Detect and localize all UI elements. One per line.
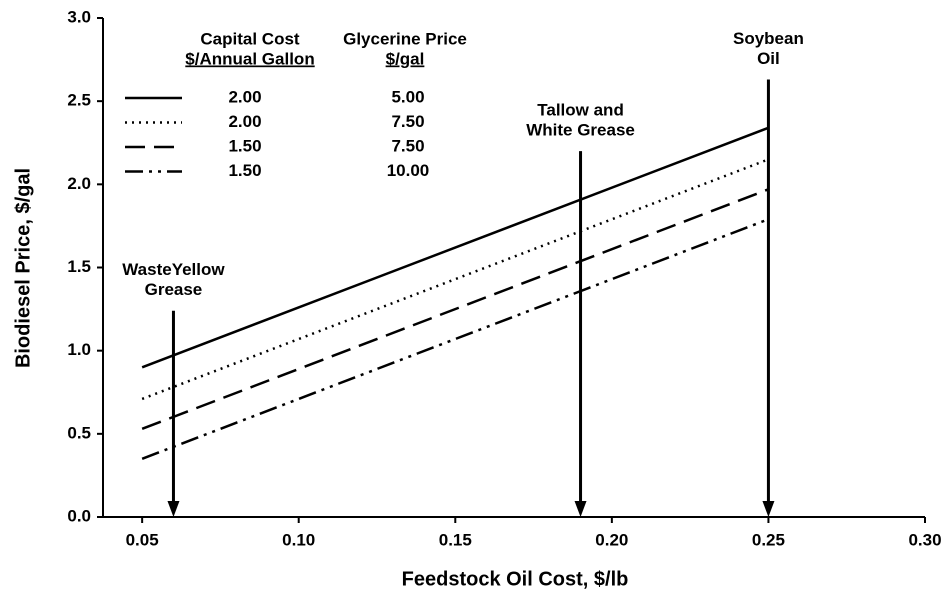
x-tick-label: 0.10: [282, 530, 315, 549]
x-tick-label: 0.25: [752, 530, 785, 549]
series-line: [141, 188, 769, 431]
x-tick-label: 0.20: [595, 530, 628, 549]
annotation-text: Grease: [145, 280, 203, 299]
legend-header: Glycerine Price: [343, 29, 467, 48]
legend-glycerine-price: 7.50: [391, 136, 424, 155]
series-line: [141, 158, 769, 401]
legend-glycerine-price: 10.00: [387, 161, 430, 180]
legend-glycerine-price: 5.00: [391, 87, 424, 106]
y-tick-label: 3.0: [67, 7, 91, 26]
annotation-arrowhead: [574, 501, 587, 517]
annotation-text: Oil: [757, 49, 780, 68]
x-axis-label: Feedstock Oil Cost, $/lb: [402, 568, 629, 590]
x-tick-label: 0.30: [908, 530, 941, 549]
x-tick-label: 0.05: [126, 530, 159, 549]
series-line: [141, 126, 769, 369]
annotation-arrowhead: [167, 501, 180, 517]
legend-capital-cost: 2.00: [228, 87, 261, 106]
y-tick-label: 2.5: [67, 91, 91, 110]
annotation-text: Tallow and: [537, 101, 624, 120]
legend-capital-cost: 1.50: [228, 136, 261, 155]
y-tick-label: 0.5: [67, 423, 91, 442]
y-tick-label: 0.0: [67, 506, 91, 525]
annotation-text: White Grease: [526, 121, 635, 140]
legend-capital-cost: 1.50: [228, 161, 261, 180]
annotation-text: Soybean: [733, 29, 804, 48]
y-tick-label: 2.0: [67, 174, 91, 193]
annotation-arrowhead: [762, 501, 775, 517]
y-tick-label: 1.0: [67, 340, 91, 359]
legend-header: Capital Cost: [200, 29, 300, 48]
legend-header: $/gal: [386, 49, 425, 68]
x-tick-label: 0.15: [439, 530, 472, 549]
y-axis-label: Biodiesel Price, $/gal: [12, 168, 34, 368]
legend-glycerine-price: 7.50: [391, 112, 424, 131]
legend-header: $/Annual Gallon: [185, 49, 314, 68]
y-tick-label: 1.5: [67, 257, 91, 276]
series-line: [141, 218, 769, 460]
legend-capital-cost: 2.00: [228, 112, 261, 131]
annotation-text: WasteYellow: [122, 260, 225, 279]
